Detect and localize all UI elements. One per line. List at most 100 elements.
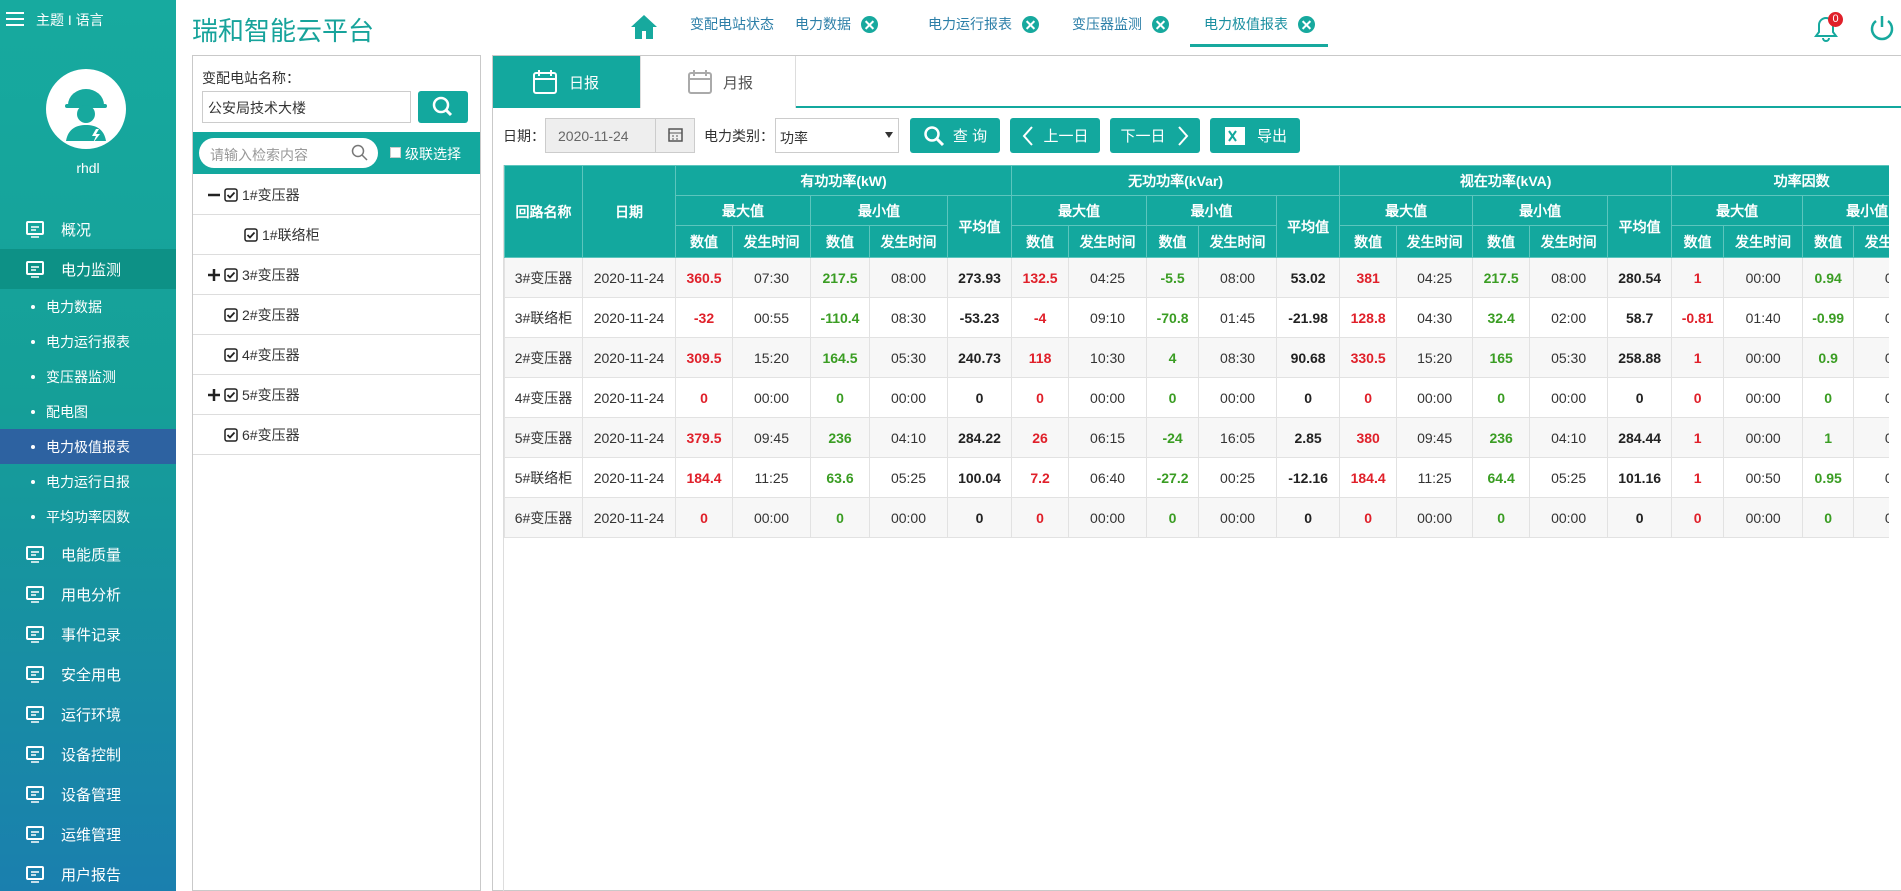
table-cell: 280.54 bbox=[1607, 257, 1673, 298]
search-input[interactable]: 请输入检索内容 bbox=[199, 138, 378, 168]
header-row: 回路名称 日期 有功功率(kW) 无功功率(kVar) 视在功率(kVA) 功率因数 bbox=[504, 165, 1889, 258]
export-button[interactable]: 导出 bbox=[1210, 118, 1300, 153]
table-cell: 00:55 bbox=[732, 297, 811, 338]
subgroup-header: 最小值 bbox=[1802, 195, 1889, 226]
subgroup-header: 最小值 bbox=[810, 195, 948, 226]
menu-item[interactable]: 运行环境 bbox=[0, 694, 176, 734]
tree-row[interactable]: 2#变压器 bbox=[193, 295, 480, 335]
table-cell: 00:00 bbox=[1723, 377, 1804, 418]
table-cell: 05:25 bbox=[869, 457, 948, 498]
sidebar: 主题 I 语言 rhdl 概况 电力监测 电力数据 电力运行报表 变压器监测 配电图 电力极… bbox=[0, 0, 176, 891]
hamburger-icon[interactable] bbox=[6, 11, 24, 27]
calendar-icon bbox=[668, 128, 683, 142]
bullet bbox=[31, 514, 35, 519]
table-cell: 00 bbox=[1853, 497, 1889, 538]
next-day-label: 下一日 bbox=[1120, 128, 1166, 145]
report-tab[interactable]: 月报 bbox=[641, 56, 796, 108]
cell-header: 数值 bbox=[1472, 225, 1531, 258]
menu-icon bbox=[26, 826, 44, 843]
submenu-item[interactable]: 电力极值报表 bbox=[0, 429, 176, 464]
table-cell: 2020-11-24 bbox=[582, 417, 676, 458]
search-icon bbox=[432, 96, 453, 117]
tab-close[interactable] bbox=[1022, 16, 1039, 33]
table-cell: 0 bbox=[1802, 377, 1855, 418]
menu-item[interactable]: 设备控制 bbox=[0, 734, 176, 774]
table-cell: 0 bbox=[946, 377, 1013, 418]
date-input[interactable]: 2020-11-24 bbox=[545, 118, 656, 153]
tab-close[interactable] bbox=[1152, 16, 1169, 33]
table-cell: 00:00 bbox=[1529, 377, 1609, 418]
tab-close[interactable] bbox=[861, 16, 878, 33]
submenu-item[interactable]: 变压器监测 bbox=[0, 359, 176, 394]
table-cell: 00 bbox=[1853, 377, 1889, 418]
table-cell: 1 bbox=[1671, 417, 1725, 458]
menu-label: 安全用电 bbox=[61, 666, 122, 684]
logout-icon[interactable] bbox=[1868, 14, 1896, 42]
tree-row[interactable]: 1#联络柜 bbox=[193, 215, 480, 255]
submenu-item[interactable]: 配电图 bbox=[0, 394, 176, 429]
station-input[interactable]: 公安局技术大楼 bbox=[202, 91, 411, 123]
nav-tab[interactable]: 变压器监测 bbox=[1072, 16, 1142, 32]
menu-item[interactable]: 用电分析 bbox=[0, 574, 176, 614]
nav-tab[interactable]: 电力极值报表 bbox=[1204, 16, 1288, 32]
submenu-item[interactable]: 平均功率因数 bbox=[0, 499, 176, 534]
nav-tab[interactable]: 电力数据 bbox=[795, 16, 851, 32]
table-cell: 00:00 bbox=[869, 377, 948, 418]
menu-item[interactable]: 运维管理 bbox=[0, 814, 176, 854]
cell-header: 数值 bbox=[1011, 225, 1070, 258]
menu-item[interactable]: 事件记录 bbox=[0, 614, 176, 654]
tree-row[interactable]: 6#变压器 bbox=[193, 415, 480, 455]
menu-item[interactable]: 电能质量 bbox=[0, 534, 176, 574]
table-cell: 164.5 bbox=[810, 337, 870, 378]
calendar-button[interactable] bbox=[655, 118, 695, 153]
column-header: 日期 bbox=[582, 165, 676, 258]
category-label: 电力类别： bbox=[704, 128, 774, 144]
table-cell: 0 bbox=[1607, 377, 1673, 418]
cascade-checkbox[interactable] bbox=[390, 147, 401, 158]
table-cell: 0.9 bbox=[1802, 337, 1855, 378]
table-cell: 1 bbox=[1671, 337, 1725, 378]
cell-header: 发生时间 bbox=[1529, 225, 1609, 258]
bullet bbox=[31, 374, 35, 379]
subgroup-header: 平均值 bbox=[946, 195, 1013, 258]
submenu-item[interactable]: 电力数据 bbox=[0, 289, 176, 324]
menu-icon bbox=[26, 546, 44, 563]
tree-row[interactable]: 3#变压器 bbox=[193, 255, 480, 295]
theme-language[interactable]: 主题 I 语言 bbox=[36, 12, 104, 28]
menu-item[interactable]: 用户报告 bbox=[0, 854, 176, 891]
report-tab-label: 日报 bbox=[569, 74, 600, 92]
prev-day-button[interactable]: 上一日 bbox=[1010, 118, 1100, 153]
menu-item[interactable]: 设备管理 bbox=[0, 774, 176, 814]
nav-tab[interactable]: 变配电站状态 bbox=[690, 16, 774, 32]
report-table: 回路名称 日期 有功功率(kW) 无功功率(kVar) 视在功率(kVA) 功率因数 最大值… bbox=[504, 165, 1889, 538]
table-row: 5#变压器 2020-11-24 379.5 09:45 236 04:10 284.22 2… bbox=[504, 417, 1889, 458]
node-checkbox bbox=[244, 228, 258, 242]
prev-day-label: 上一日 bbox=[1043, 128, 1089, 145]
report-tab[interactable]: 日报 bbox=[493, 56, 641, 108]
search-icon bbox=[351, 144, 368, 161]
cell-header: 发生时间 bbox=[1198, 225, 1278, 258]
submenu-item[interactable]: 电力运行报表 bbox=[0, 324, 176, 359]
menu-label: 电力监测 bbox=[61, 261, 122, 279]
station-search-button[interactable] bbox=[418, 91, 468, 123]
subgroup-header: 最大值 bbox=[675, 195, 811, 226]
tree-row[interactable]: 4#变压器 bbox=[193, 335, 480, 375]
query-button[interactable]: 查 询 bbox=[910, 118, 1000, 153]
table-cell: 04:10 bbox=[1529, 417, 1609, 458]
menu-item[interactable]: 概况 bbox=[0, 209, 176, 249]
table-cell: 258.88 bbox=[1607, 337, 1673, 378]
menu-item[interactable]: 安全用电 bbox=[0, 654, 176, 694]
column-header: 回路名称 bbox=[504, 165, 583, 258]
category-select[interactable]: 功率 bbox=[775, 118, 899, 153]
nav-tab[interactable]: 电力运行报表 bbox=[928, 16, 1012, 32]
tab-close[interactable] bbox=[1298, 16, 1315, 33]
table-cell: -0.99 bbox=[1802, 297, 1855, 338]
submenu-item[interactable]: 电力运行日报 bbox=[0, 464, 176, 499]
menu-item[interactable]: 电力监测 bbox=[0, 249, 176, 289]
home-icon[interactable] bbox=[630, 14, 658, 40]
next-day-button[interactable]: 下一日 bbox=[1110, 118, 1200, 153]
table-cell: 4#变压器 bbox=[504, 377, 583, 418]
table-cell: 0 bbox=[1146, 377, 1200, 418]
tree-row[interactable]: 5#变压器 bbox=[193, 375, 480, 415]
tree-row[interactable]: 1#变压器 bbox=[193, 175, 480, 215]
